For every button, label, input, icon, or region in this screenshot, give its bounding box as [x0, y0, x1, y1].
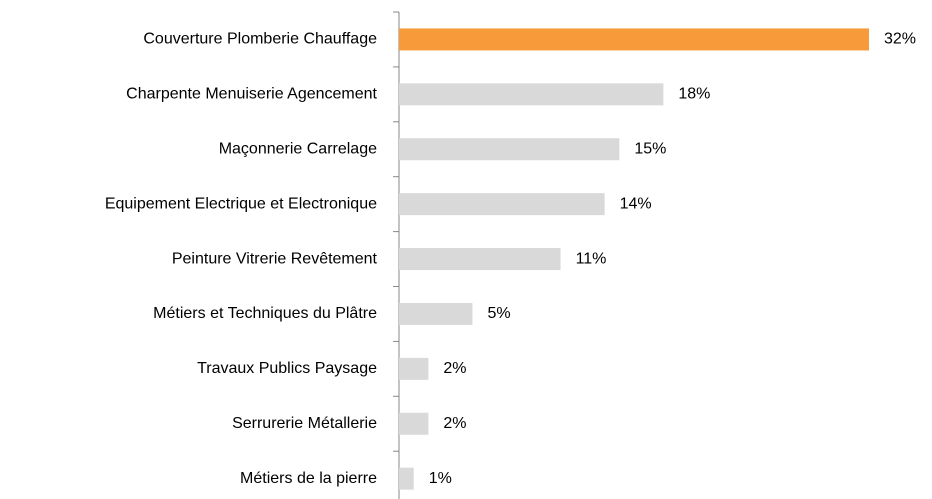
- category-label: Peinture Vitrerie Revêtement: [172, 250, 378, 267]
- bar: [399, 302, 473, 325]
- category-label: Métiers de la pierre: [240, 470, 377, 487]
- category-label: Serrurerie Métallerie: [232, 415, 377, 432]
- value-label: 1%: [429, 470, 452, 487]
- category-label: Charpente Menuiserie Agencement: [126, 86, 377, 103]
- bar: [399, 83, 664, 106]
- value-label: 14%: [620, 195, 652, 212]
- value-label: 32%: [884, 31, 916, 48]
- category-label: Travaux Publics Paysage: [197, 360, 377, 377]
- category-label: Equipement Electrique et Electronique: [105, 195, 377, 212]
- bar: [399, 248, 561, 271]
- bar: [399, 357, 429, 380]
- category-label: Couverture Plomberie Chauffage: [143, 31, 377, 48]
- value-label: 2%: [443, 415, 466, 432]
- value-label: 5%: [487, 305, 510, 322]
- value-label: 2%: [443, 360, 466, 377]
- value-label: 15%: [634, 140, 666, 157]
- category-label: Maçonnerie Carrelage: [219, 140, 377, 157]
- bar: [399, 467, 414, 490]
- bar: [399, 28, 869, 51]
- bar: [399, 412, 429, 435]
- bar: [399, 193, 605, 216]
- value-label: 11%: [576, 250, 607, 267]
- category-label: Métiers et Techniques du Plâtre: [153, 305, 377, 322]
- value-label: 18%: [678, 86, 710, 103]
- bar: [399, 138, 620, 161]
